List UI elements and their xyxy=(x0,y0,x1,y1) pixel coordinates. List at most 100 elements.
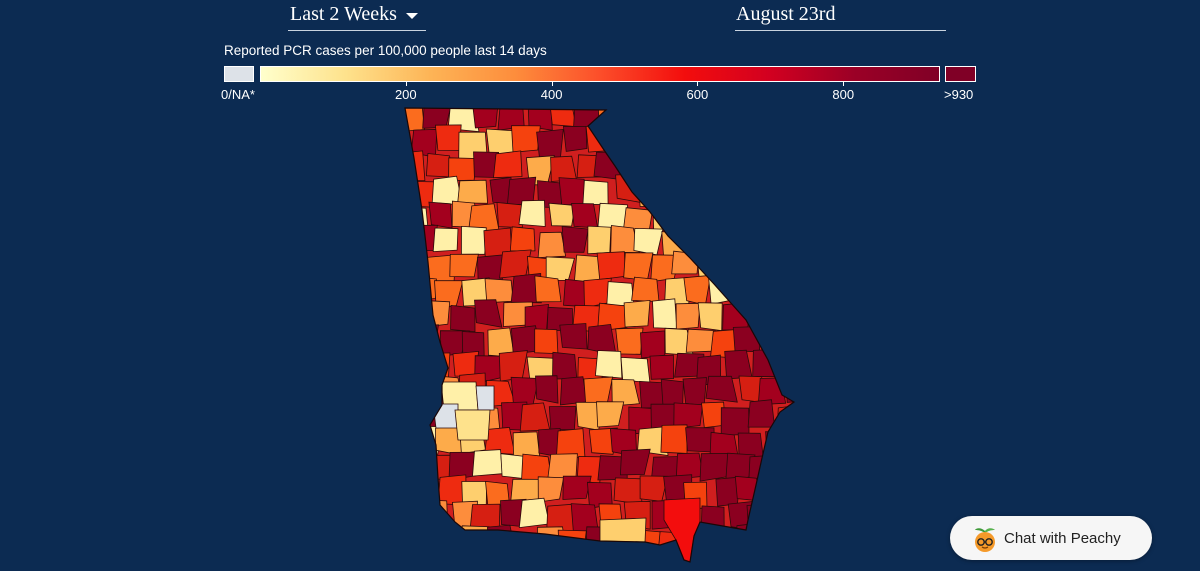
county-shape[interactable] xyxy=(663,497,701,562)
county-shape[interactable] xyxy=(559,323,588,350)
period-dropdown[interactable]: Last 2 Weeks xyxy=(288,0,426,31)
county-shape[interactable] xyxy=(484,278,514,304)
county-shape[interactable] xyxy=(410,324,439,350)
county-shape[interactable] xyxy=(583,376,614,405)
county-shape[interactable] xyxy=(485,128,516,156)
county-shape[interactable] xyxy=(784,429,811,457)
county-shape[interactable] xyxy=(509,226,536,252)
county-shape[interactable] xyxy=(701,155,726,181)
county-shape[interactable] xyxy=(652,202,677,232)
county-shape[interactable] xyxy=(763,130,788,158)
county-shape[interactable] xyxy=(762,522,794,552)
county-shape[interactable] xyxy=(623,299,651,328)
county-shape[interactable] xyxy=(596,401,625,428)
county-shape[interactable] xyxy=(736,279,766,310)
county-shape[interactable] xyxy=(673,402,704,429)
county-shape[interactable] xyxy=(549,100,577,128)
county-shape[interactable] xyxy=(523,551,556,571)
county-shape[interactable] xyxy=(472,103,499,129)
county-shape[interactable] xyxy=(594,350,623,379)
county-shape[interactable] xyxy=(723,550,746,571)
county-shape[interactable] xyxy=(493,150,523,179)
county-shape[interactable] xyxy=(772,204,800,234)
county-shape[interactable] xyxy=(597,302,628,332)
county-shape[interactable] xyxy=(596,251,626,281)
county-shape[interactable] xyxy=(705,375,738,403)
county-shape[interactable] xyxy=(403,400,434,428)
county-shape[interactable] xyxy=(712,132,743,158)
county-shape[interactable] xyxy=(785,529,810,559)
county-shape[interactable] xyxy=(747,552,772,571)
county-shape[interactable] xyxy=(649,153,679,182)
county-shape[interactable] xyxy=(510,273,542,304)
county-shape[interactable] xyxy=(559,376,588,406)
county-shape[interactable] xyxy=(562,475,592,500)
county-shape[interactable] xyxy=(419,499,449,528)
county-shape[interactable] xyxy=(537,476,565,503)
county-shape[interactable] xyxy=(536,128,564,159)
county-shape[interactable] xyxy=(745,155,774,184)
county-shape[interactable] xyxy=(696,251,725,278)
county-shape[interactable] xyxy=(537,231,567,259)
county-shape[interactable] xyxy=(634,126,661,154)
county-shape[interactable] xyxy=(637,426,669,456)
county-shape[interactable] xyxy=(662,179,693,205)
county-shape[interactable] xyxy=(403,552,431,571)
county-shape[interactable] xyxy=(745,204,776,230)
county-shape[interactable] xyxy=(551,555,580,571)
county-shape[interactable] xyxy=(631,276,660,303)
county-shape[interactable] xyxy=(698,107,725,130)
county-shape[interactable] xyxy=(620,101,646,130)
county-shape[interactable] xyxy=(703,554,731,571)
county-shape[interactable] xyxy=(558,177,586,206)
county-shape[interactable] xyxy=(706,232,733,259)
county-shape[interactable] xyxy=(785,377,812,403)
county-shape[interactable] xyxy=(660,378,684,407)
county-shape[interactable] xyxy=(726,257,752,287)
county-shape[interactable] xyxy=(588,427,618,455)
county-shape[interactable] xyxy=(611,125,644,153)
county-shape[interactable] xyxy=(472,449,503,477)
county-shape[interactable] xyxy=(682,377,707,407)
county-shape[interactable] xyxy=(474,299,503,328)
county-shape[interactable] xyxy=(770,254,794,285)
county-shape[interactable] xyxy=(785,126,812,157)
county-shape[interactable] xyxy=(660,424,688,454)
county-shape[interactable] xyxy=(513,531,539,560)
county-shape[interactable] xyxy=(415,379,439,405)
county-shape[interactable] xyxy=(672,101,703,128)
county-shape[interactable] xyxy=(401,150,426,182)
county-shape[interactable] xyxy=(571,552,602,571)
county-shape[interactable] xyxy=(787,228,816,256)
county-shape[interactable] xyxy=(587,225,612,255)
county-shape[interactable] xyxy=(450,304,476,333)
county-shape[interactable] xyxy=(771,101,799,129)
county-shape[interactable] xyxy=(407,474,439,502)
county-shape[interactable] xyxy=(749,301,773,329)
county-shape[interactable] xyxy=(764,178,789,206)
county-shape[interactable] xyxy=(752,348,781,378)
county-shape[interactable] xyxy=(511,125,541,153)
county-shape[interactable] xyxy=(623,252,654,281)
county-shape[interactable] xyxy=(760,275,793,304)
county-shape[interactable] xyxy=(552,351,578,380)
county-shape[interactable] xyxy=(449,253,479,278)
county-shape[interactable] xyxy=(534,328,559,355)
county-shape[interactable] xyxy=(748,254,779,281)
county-shape[interactable] xyxy=(772,352,801,382)
county-shape[interactable] xyxy=(697,302,723,332)
county-shape[interactable] xyxy=(720,407,750,436)
county-shape[interactable] xyxy=(619,448,651,476)
county-shape[interactable] xyxy=(776,404,806,437)
county-shape[interactable] xyxy=(649,553,678,571)
county-shape[interactable] xyxy=(701,203,731,230)
county-shape[interactable] xyxy=(561,226,589,253)
county-shape[interactable] xyxy=(432,403,459,429)
county-shape[interactable] xyxy=(780,274,806,302)
county-shape[interactable] xyxy=(471,553,496,571)
county-shape[interactable] xyxy=(518,199,546,227)
county-shape[interactable] xyxy=(722,149,749,176)
county-shape[interactable] xyxy=(398,350,427,380)
county-shape[interactable] xyxy=(432,227,459,253)
county-shape[interactable] xyxy=(397,255,425,284)
